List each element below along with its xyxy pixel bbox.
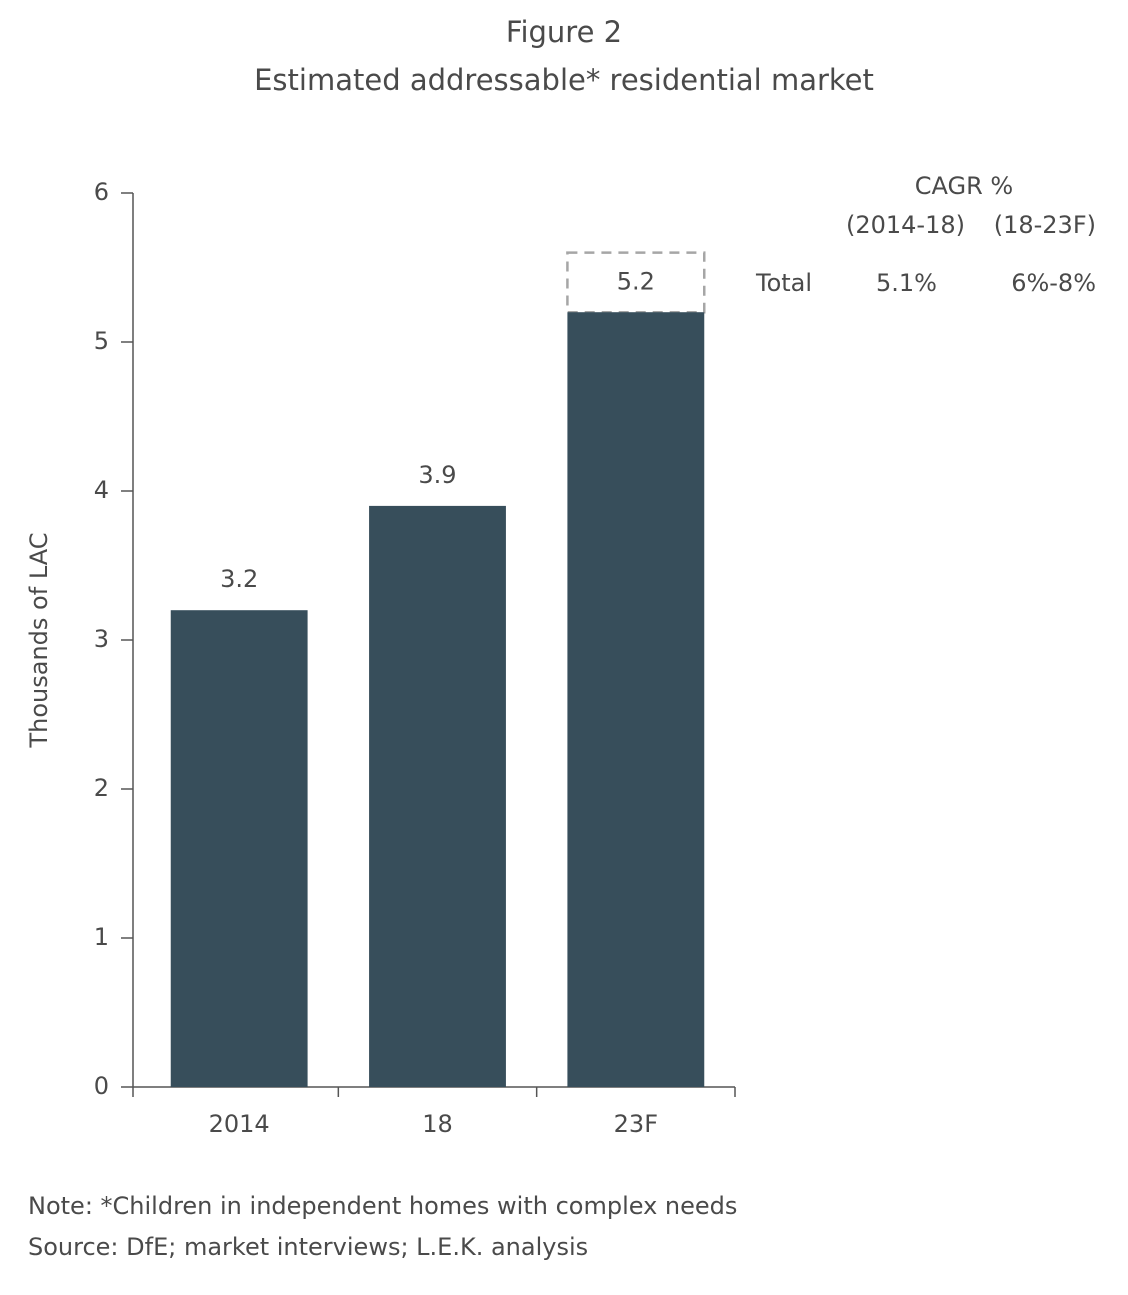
bar: [369, 505, 506, 1087]
y-tick-label: 3: [94, 625, 109, 653]
x-tick-label: 18: [422, 1110, 453, 1138]
y-tick-label: 0: [94, 1072, 109, 1100]
y-tick-label: 1: [94, 923, 109, 951]
data-label: 5.2: [617, 267, 655, 295]
chart-subtitle: Estimated addressable* residential marke…: [254, 63, 874, 97]
cagr-column: (18-23F): [994, 211, 1096, 239]
y-tick-label: 2: [94, 774, 109, 802]
y-tick-label: 6: [94, 178, 109, 206]
x-tick-label: 2014: [209, 1110, 270, 1138]
source: Source: DfE; market interviews; L.E.K. a…: [28, 1233, 588, 1261]
y-tick-label: 5: [94, 327, 109, 355]
cagr-value: 5.1%: [876, 269, 937, 297]
cagr-value: 6%-8%: [1011, 269, 1096, 297]
data-label: 3.2: [220, 565, 258, 593]
y-axis-label: Thousands of LAC: [25, 533, 53, 749]
cagr-row-label: Total: [755, 269, 812, 297]
cagr-title: CAGR %: [915, 172, 1013, 200]
note: Note: *Children in independent homes wit…: [28, 1192, 737, 1220]
y-tick-label: 4: [94, 476, 109, 504]
data-label: 3.9: [418, 461, 456, 489]
cagr-column: (2014-18): [846, 211, 965, 239]
bar: [170, 610, 308, 1087]
chart-title: Figure 2: [506, 15, 622, 49]
x-tick-label: 23F: [614, 1110, 658, 1138]
bar: [567, 312, 705, 1087]
